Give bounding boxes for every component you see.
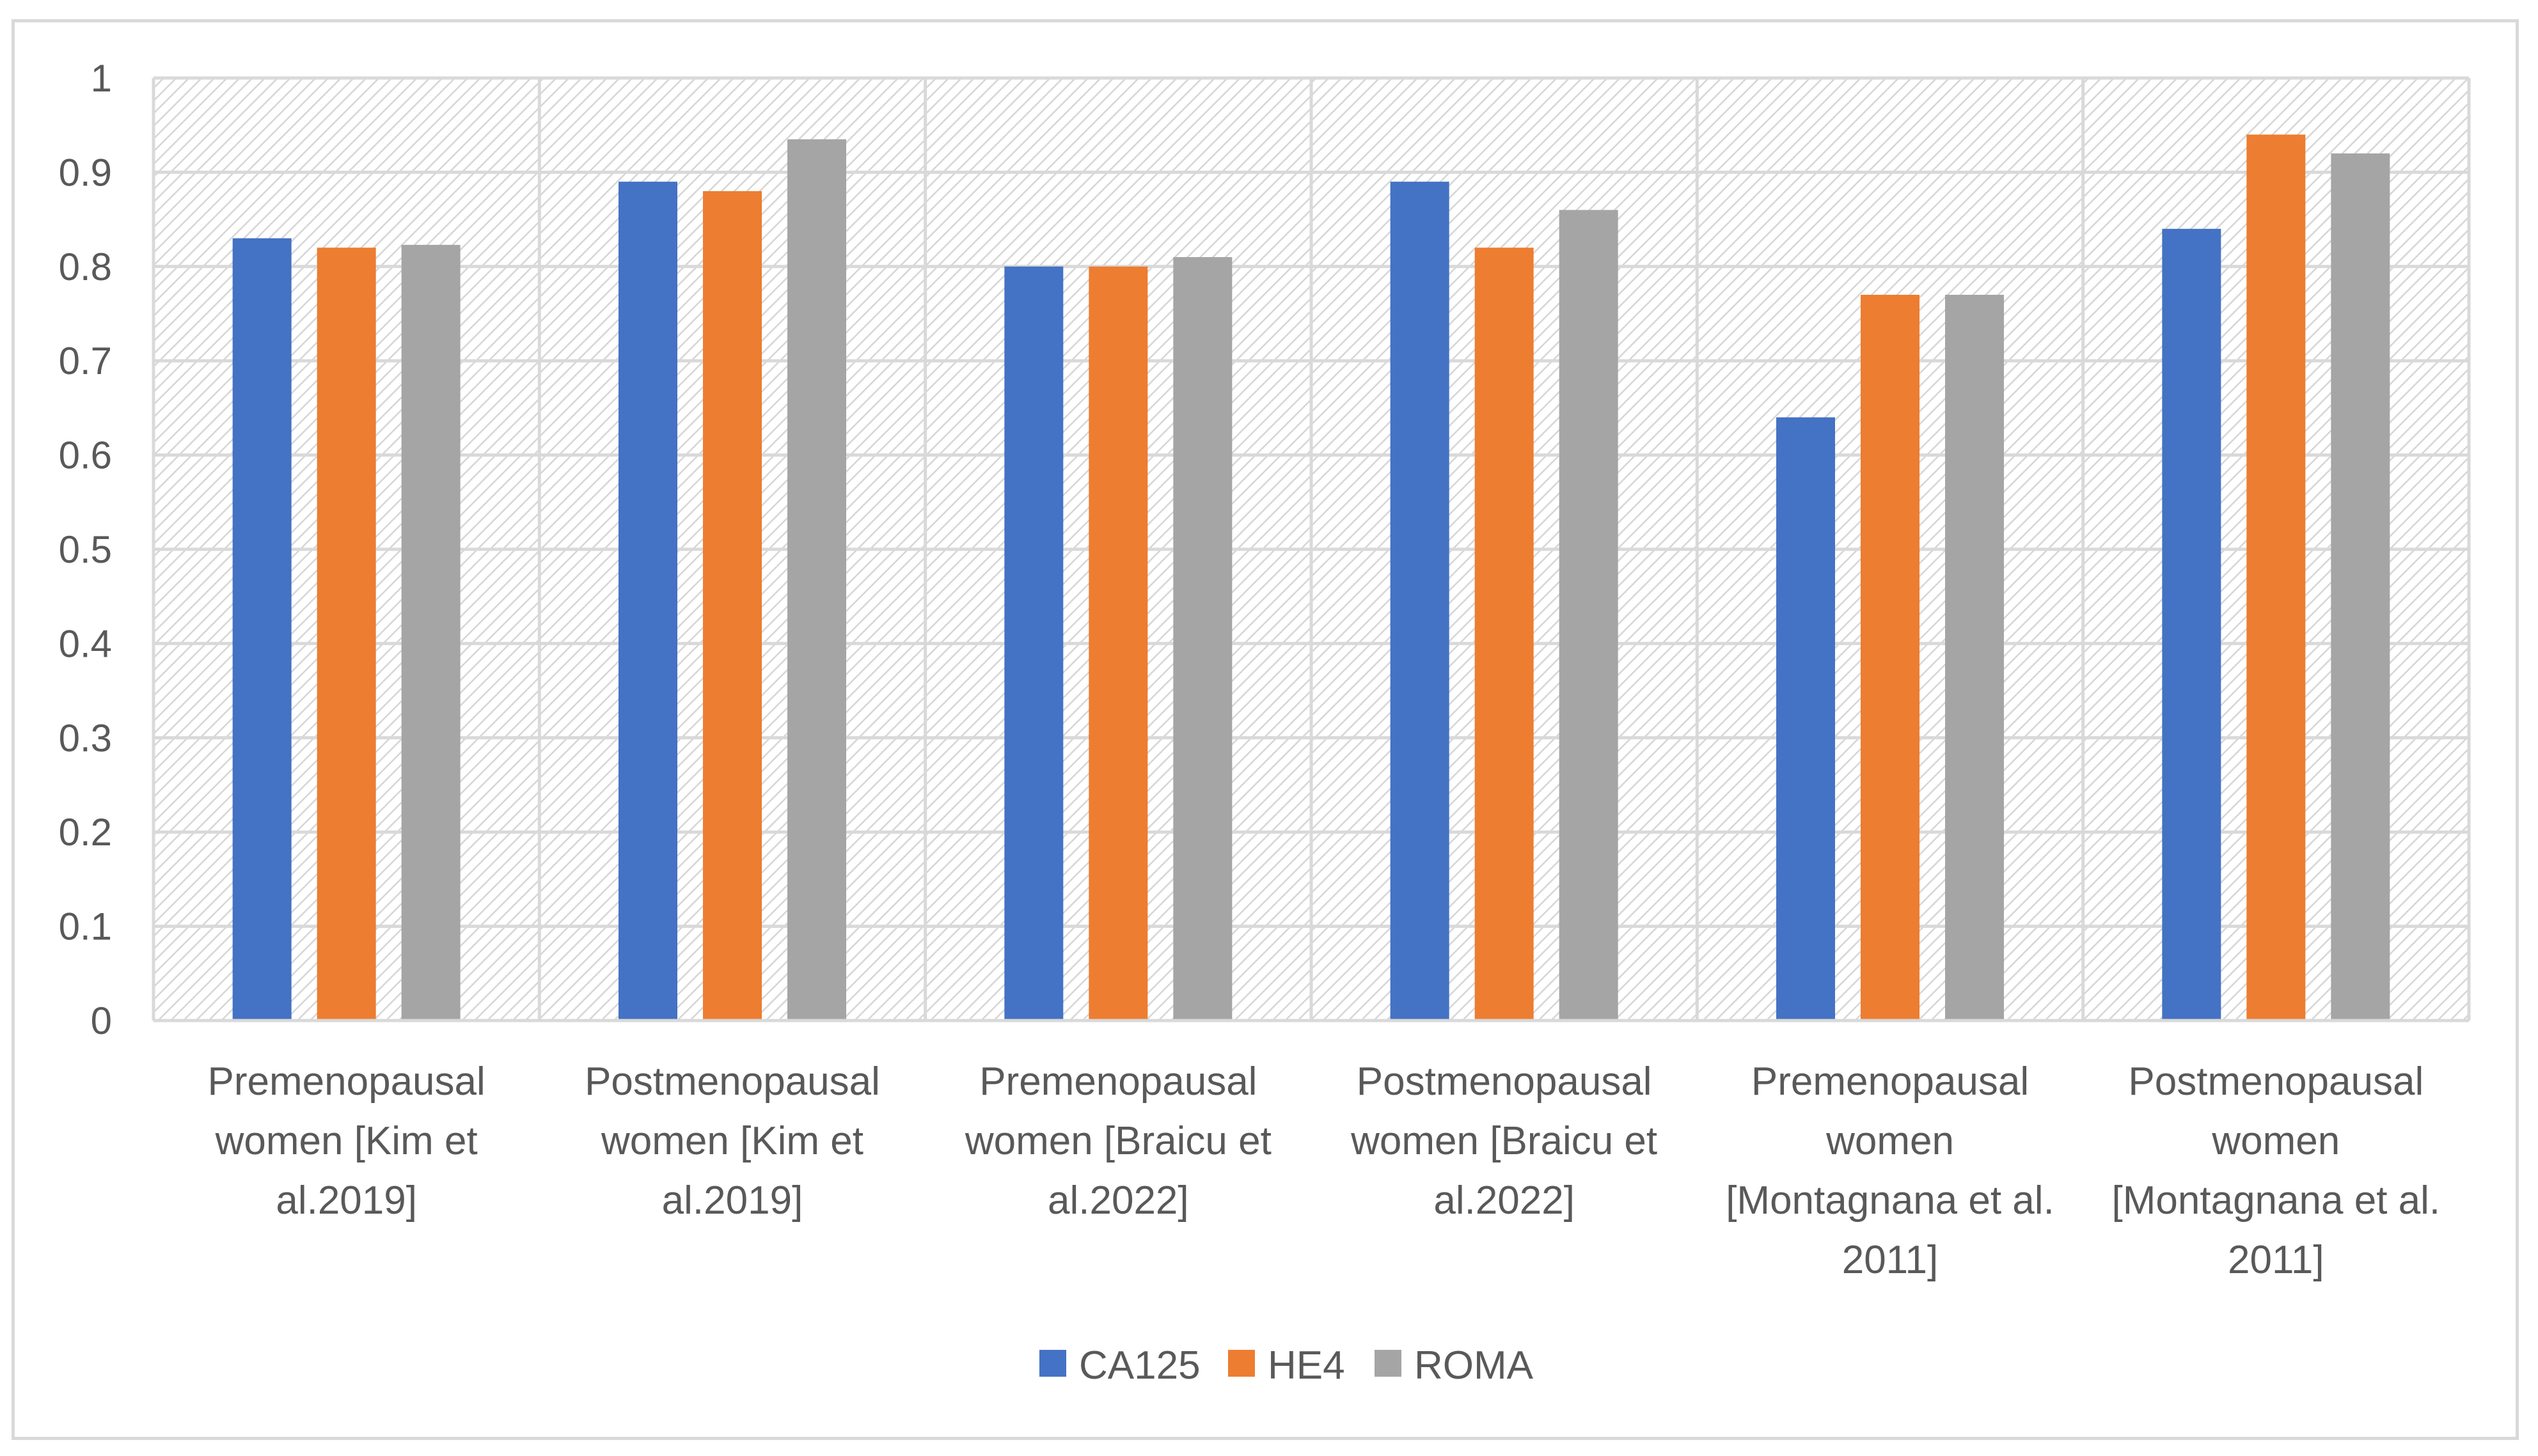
y-tick-label: 0.9 (59, 151, 112, 194)
y-tick-label: 0 (91, 999, 112, 1042)
bar-roma-1 (787, 139, 846, 1021)
bar-roma-2 (1173, 257, 1233, 1021)
x-tick-label-line: [Montagnana et al. (1726, 1178, 2054, 1223)
x-tick-label-line: Postmenopausal (1357, 1060, 1652, 1104)
y-tick-label: 0.8 (59, 246, 112, 288)
y-tick-label: 0.1 (59, 905, 112, 948)
bar-roma-4 (1945, 295, 2004, 1021)
bar-ca125-1 (619, 182, 677, 1021)
x-tick-label-line: women [Kim et (601, 1119, 863, 1163)
y-tick-label: 0.6 (59, 434, 112, 477)
axes: 0 0.1 0.2 0.3 0.4 0.5 0.6 0.7 0.8 0.9 1 Premenopaus… (59, 57, 2469, 1282)
x-tick-label: Postmenopausal women [Montagnana et al. 201… (2112, 1060, 2441, 1282)
y-tick-label: 0.7 (59, 340, 112, 382)
x-tick-label-line: women (2211, 1119, 2340, 1163)
legend-swatch-ca125 (1039, 1350, 1066, 1377)
x-tick-label: Postmenopausal women [Kim et al.2019] (585, 1060, 880, 1223)
legend-label-roma: ROMA (1414, 1343, 1534, 1388)
y-tick-label: 0.5 (59, 528, 112, 571)
legend-swatch-roma (1375, 1350, 1401, 1377)
bar-ca125-0 (232, 238, 292, 1021)
bars (232, 134, 2390, 1021)
x-tick-label: Premenopausal women [Montagnana et al. 2011… (1726, 1060, 2054, 1282)
bar-roma-5 (2331, 153, 2390, 1021)
x-tick-label: Premenopausal women [Kim et al.2019] (208, 1060, 485, 1223)
x-tick-label-line: 2011] (1842, 1238, 1939, 1282)
x-tick-label-line: women [Braicu et (1350, 1119, 1657, 1163)
x-tick-label-line: women [Braicu et (965, 1119, 1272, 1163)
bar-ca125-4 (1776, 417, 1835, 1021)
legend-label-he4: HE4 (1268, 1343, 1345, 1388)
x-tick-label-line: Postmenopausal (2128, 1060, 2424, 1104)
x-tick-label-line: al.2019] (662, 1178, 803, 1223)
bar-he4-1 (703, 191, 762, 1021)
bar-he4-2 (1089, 266, 1148, 1021)
x-tick-label-line: Postmenopausal (585, 1060, 880, 1104)
legend-label-ca125: CA125 (1079, 1343, 1201, 1388)
y-tick-label: 0.3 (59, 717, 112, 760)
bar-roma-0 (401, 244, 461, 1021)
gridlines (152, 76, 2471, 1021)
x-tick-label-line: women (1825, 1119, 1954, 1163)
legend-swatch-he4 (1228, 1350, 1255, 1377)
bar-he4-3 (1474, 247, 1534, 1021)
y-tick-label: 0.2 (59, 811, 112, 854)
bar-he4-5 (2246, 134, 2306, 1021)
x-tick-label: Postmenopausal women [Braicu et al.2022] (1350, 1060, 1657, 1223)
bar-ca125-3 (1390, 182, 1449, 1021)
bar-roma-3 (1559, 210, 1618, 1021)
bar-he4-0 (317, 247, 376, 1021)
bar-ca125-2 (1004, 266, 1064, 1021)
y-tick-label: 0.4 (59, 622, 112, 665)
x-tick-label-line: Premenopausal (1751, 1060, 2029, 1104)
legend: CA125 HE4 ROMA (1039, 1343, 1534, 1388)
y-tick-label: 1 (91, 57, 112, 100)
bar-ca125-5 (2162, 228, 2221, 1021)
x-tick-label-line: [Montagnana et al. (2112, 1178, 2441, 1223)
x-tick-label-line: Premenopausal (979, 1060, 1257, 1104)
x-tick-label-line: al.2022] (1433, 1178, 1575, 1223)
x-tick-label-line: al.2019] (276, 1178, 417, 1223)
x-tick-label-line: women [Kim et (215, 1119, 478, 1163)
x-tick-label: Premenopausal women [Braicu et al.2022] (965, 1060, 1272, 1223)
bar-he4-4 (1861, 295, 1919, 1021)
x-tick-label-line: 2011] (2228, 1238, 2324, 1282)
x-tick-label-line: al.2022] (1048, 1178, 1189, 1223)
x-tick-label-line: Premenopausal (208, 1060, 485, 1104)
